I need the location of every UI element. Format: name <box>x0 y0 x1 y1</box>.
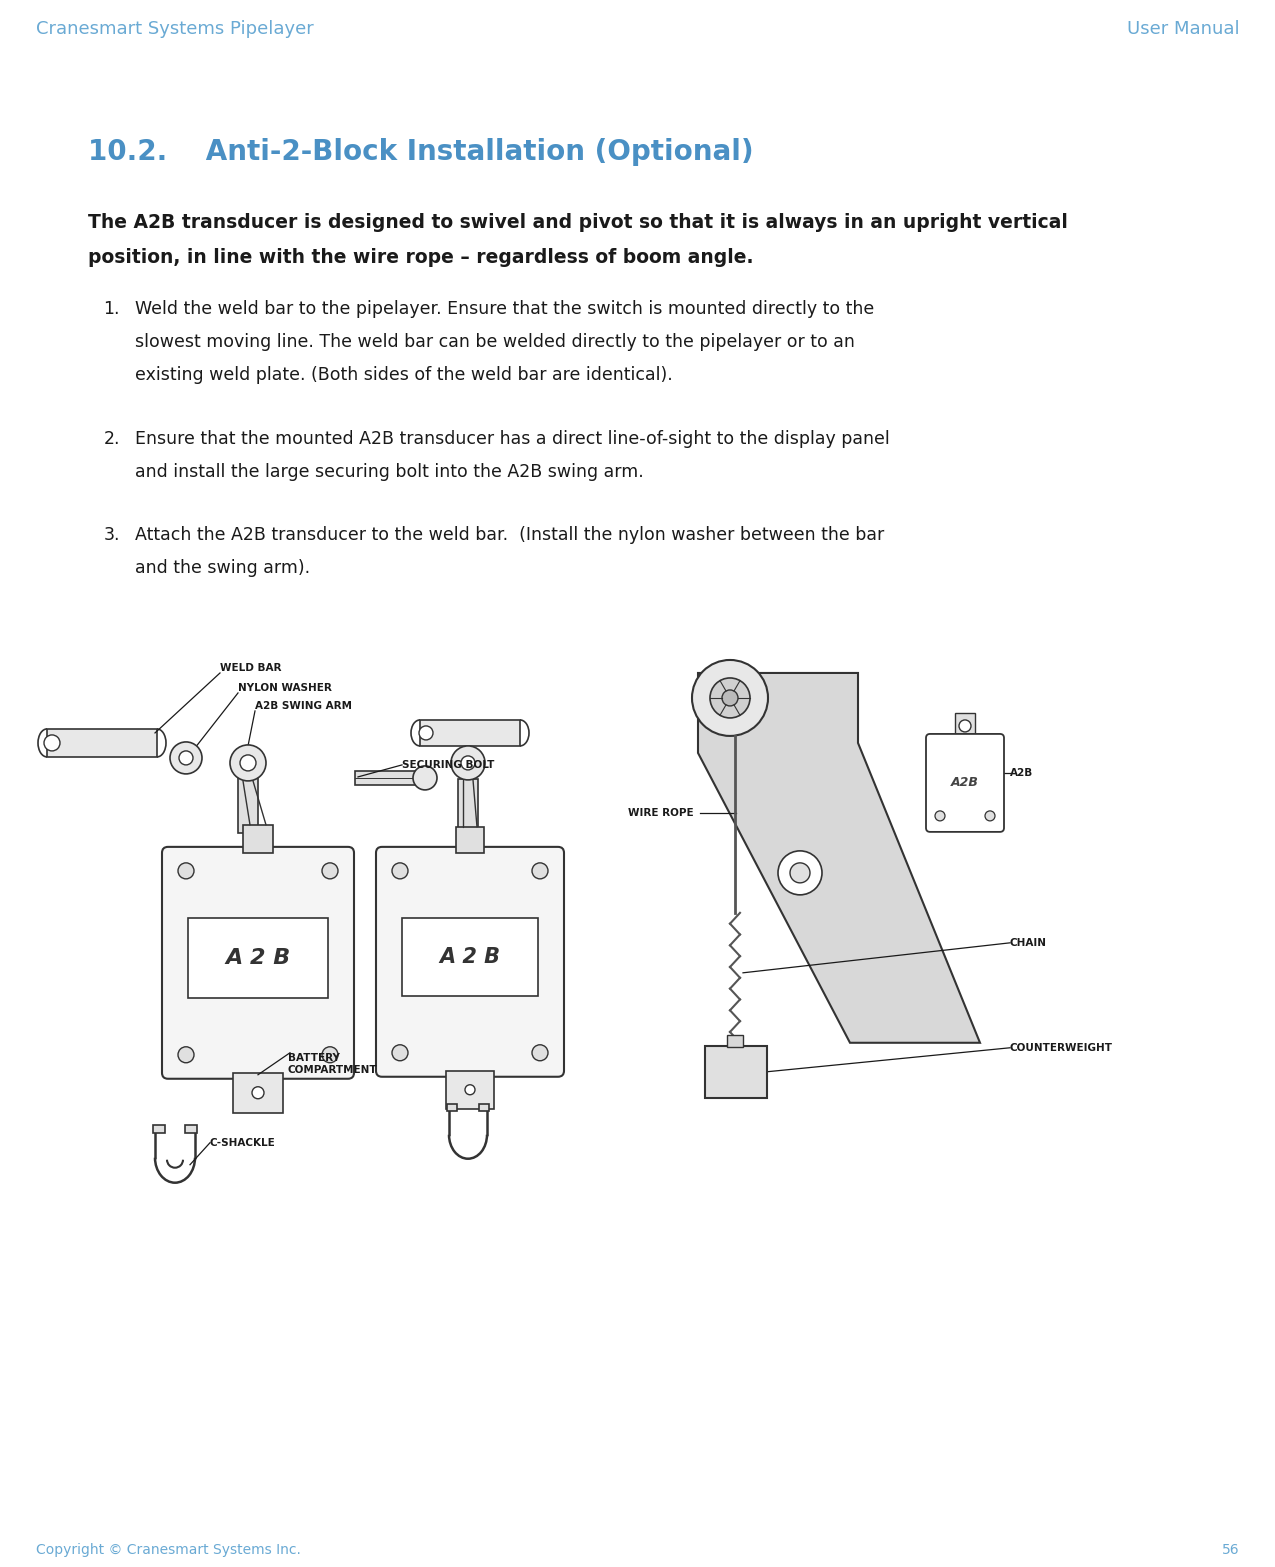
Text: Ensure that the mounted A2B transducer has a direct line-of-sight to the display: Ensure that the mounted A2B transducer h… <box>135 429 890 448</box>
Circle shape <box>935 810 945 821</box>
Bar <box>238 777 258 834</box>
Bar <box>233 1073 283 1113</box>
Circle shape <box>170 741 201 774</box>
Text: CHAIN: CHAIN <box>1010 937 1047 948</box>
Circle shape <box>462 755 476 769</box>
Text: existing weld plate. (Both sides of the weld bar are identical).: existing weld plate. (Both sides of the … <box>135 367 673 384</box>
Text: WELD BAR: WELD BAR <box>221 663 282 672</box>
Bar <box>354 771 425 785</box>
Text: BATTERY
COMPARTMENT: BATTERY COMPARTMENT <box>288 1053 377 1075</box>
Bar <box>705 1045 768 1098</box>
Circle shape <box>465 1084 476 1095</box>
Bar <box>727 1034 743 1047</box>
FancyBboxPatch shape <box>926 733 1003 832</box>
Circle shape <box>959 719 972 732</box>
Bar <box>479 1103 490 1111</box>
FancyBboxPatch shape <box>162 846 354 1078</box>
Circle shape <box>179 863 194 879</box>
Text: 2.: 2. <box>103 429 120 448</box>
Text: position, in line with the wire rope – regardless of boom angle.: position, in line with the wire rope – r… <box>88 248 754 268</box>
Text: A2B: A2B <box>951 776 979 790</box>
Circle shape <box>179 751 193 765</box>
Bar <box>47 729 157 757</box>
Circle shape <box>323 1047 338 1062</box>
Circle shape <box>230 744 266 780</box>
Circle shape <box>45 735 60 751</box>
Circle shape <box>252 1087 264 1098</box>
Text: A2B: A2B <box>1010 768 1033 777</box>
Text: WIRE ROPE: WIRE ROPE <box>629 809 694 818</box>
Circle shape <box>986 810 994 821</box>
Circle shape <box>710 679 750 718</box>
Circle shape <box>532 1045 548 1061</box>
Bar <box>446 1070 493 1109</box>
Text: COUNTERWEIGHT: COUNTERWEIGHT <box>1010 1042 1113 1053</box>
Bar <box>955 713 975 738</box>
Text: 10.2.    Anti-2-Block Installation (Optional): 10.2. Anti-2-Block Installation (Optiona… <box>88 138 754 166</box>
Bar <box>458 779 478 831</box>
Circle shape <box>778 851 822 895</box>
Circle shape <box>532 863 548 879</box>
Text: slowest moving line. The weld bar can be welded directly to the pipelayer or to : slowest moving line. The weld bar can be… <box>135 334 854 351</box>
Text: A 2 B: A 2 B <box>226 948 291 968</box>
Bar <box>185 1125 198 1133</box>
Bar <box>419 719 520 746</box>
Text: 3.: 3. <box>103 527 120 544</box>
Text: and the swing arm).: and the swing arm). <box>135 559 310 577</box>
Bar <box>187 918 328 998</box>
Circle shape <box>413 766 437 790</box>
Circle shape <box>790 863 810 882</box>
Circle shape <box>419 726 434 740</box>
Text: User Manual: User Manual <box>1127 20 1239 38</box>
Text: Attach the A2B transducer to the weld bar.  (Install the nylon washer between th: Attach the A2B transducer to the weld ba… <box>135 527 885 544</box>
Text: Cranesmart Systems Pipelayer: Cranesmart Systems Pipelayer <box>36 20 314 38</box>
Circle shape <box>722 689 738 707</box>
Text: Copyright © Cranesmart Systems Inc.: Copyright © Cranesmart Systems Inc. <box>36 1543 301 1556</box>
FancyBboxPatch shape <box>376 846 564 1077</box>
Bar <box>456 827 484 852</box>
Text: 56: 56 <box>1221 1543 1239 1556</box>
Bar <box>153 1125 164 1133</box>
Text: A2B SWING ARM: A2B SWING ARM <box>255 700 352 711</box>
Bar <box>402 918 538 995</box>
Text: NYLON WASHER: NYLON WASHER <box>238 683 332 693</box>
Text: 1.: 1. <box>103 301 120 318</box>
Text: and install the large securing bolt into the A2B swing arm.: and install the large securing bolt into… <box>135 464 644 481</box>
Text: The A2B transducer is designed to swivel and pivot so that it is always in an up: The A2B transducer is designed to swivel… <box>88 213 1068 232</box>
Circle shape <box>323 863 338 879</box>
Bar <box>448 1103 456 1111</box>
Circle shape <box>240 755 256 771</box>
Bar <box>244 824 273 852</box>
Circle shape <box>692 660 768 736</box>
Circle shape <box>451 746 484 780</box>
Circle shape <box>179 1047 194 1062</box>
Text: C-SHACKLE: C-SHACKLE <box>210 1138 275 1147</box>
Text: SECURING BOLT: SECURING BOLT <box>402 760 495 769</box>
Polygon shape <box>697 672 980 1042</box>
Text: A 2 B: A 2 B <box>440 946 501 967</box>
Circle shape <box>391 1045 408 1061</box>
Text: Weld the weld bar to the pipelayer. Ensure that the switch is mounted directly t: Weld the weld bar to the pipelayer. Ensu… <box>135 301 875 318</box>
Circle shape <box>391 863 408 879</box>
